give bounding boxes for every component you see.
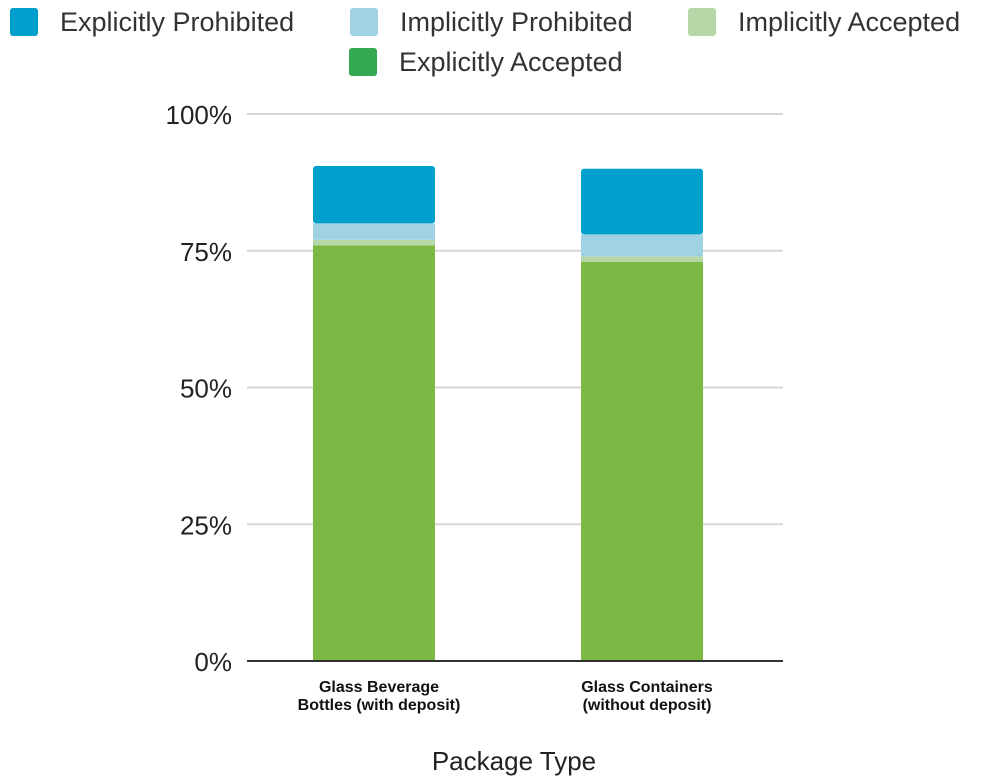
x-tick-label: Glass Beverage [319, 679, 439, 696]
bar-segment-explicitly-accepted [313, 245, 435, 661]
legend-item-implicitly-accepted: Implicitly Accepted [688, 4, 960, 40]
legend-swatch-explicitly-accepted [349, 48, 377, 76]
legend-swatch-implicitly-prohibited [350, 8, 378, 36]
y-tick-label: 50% [180, 374, 232, 404]
bar-segment-implicitly-prohibited [313, 223, 435, 240]
y-tick-label: 100% [166, 100, 233, 130]
bar-segment-explicitly-accepted [581, 261, 703, 661]
bar-segment-explicitly-prohibited [313, 165, 435, 224]
x-tick-label: (without deposit) [583, 697, 712, 714]
bar-segment-implicitly-accepted [581, 256, 703, 262]
x-axis-label: Package Type [432, 746, 596, 776]
y-tick-label: 0% [194, 647, 232, 677]
y-tick-label: 75% [180, 237, 232, 267]
legend-swatch-explicitly-prohibited [10, 8, 38, 36]
legend-item-explicitly-accepted: Explicitly Accepted [349, 44, 623, 80]
y-axis-ticks: 0% 25% 50% 75% 100% [166, 100, 233, 677]
legend-label-explicitly-accepted: Explicitly Accepted [399, 46, 623, 77]
bar-segment-implicitly-accepted [313, 239, 435, 246]
legend-label-implicitly-prohibited: Implicitly Prohibited [400, 6, 633, 37]
legend-label-explicitly-prohibited: Explicitly Prohibited [60, 6, 295, 37]
legend-item-explicitly-prohibited: Explicitly Prohibited [10, 4, 294, 40]
y-tick-label: 25% [180, 510, 232, 540]
x-tick-label: Bottles (with deposit) [298, 697, 461, 714]
bar-segment-explicitly-prohibited [581, 168, 703, 235]
bars [313, 165, 703, 661]
legend-swatch-implicitly-accepted [688, 8, 716, 36]
legend-item-implicitly-prohibited: Implicitly Prohibited [350, 4, 633, 40]
legend-label-implicitly-accepted: Implicitly Accepted [738, 6, 961, 37]
x-tick-label: Glass Containers [581, 679, 713, 696]
bar-segment-implicitly-prohibited [581, 234, 703, 257]
